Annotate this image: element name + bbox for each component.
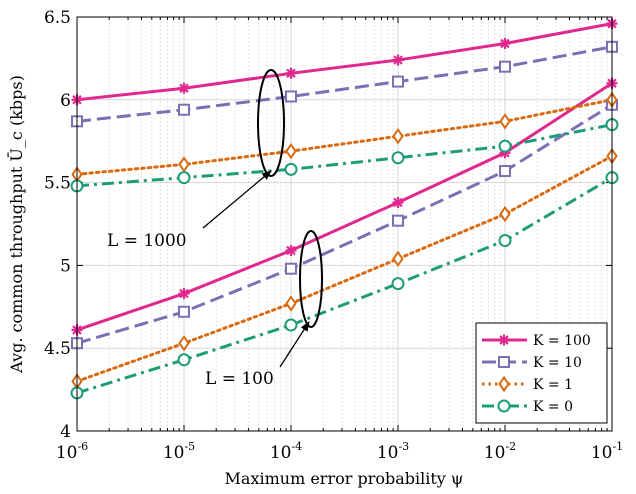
marker-stroke: [393, 197, 403, 208]
point-k1-L100: [392, 250, 404, 268]
arrow-L100: [279, 321, 310, 368]
legend: K = 100 K = 10 K = 1 K = 0: [475, 322, 608, 424]
legend-label-k100: K = 100: [533, 333, 591, 349]
marker-stroke: [179, 83, 189, 93]
legend-marker-k10: [498, 356, 510, 368]
point-k0-L100: [284, 318, 298, 332]
point-k100-L1000: [499, 37, 511, 49]
marker-stroke: [500, 38, 510, 49]
y-tick-label: 6: [60, 91, 71, 111]
marker-stroke: [393, 55, 403, 65]
series-line-k0-L1000: [76, 123, 613, 188]
x-tick-label: 10-3: [377, 440, 409, 463]
marker-stroke: [286, 245, 296, 256]
point-k10-L100: [285, 262, 297, 275]
point-k10-L100: [499, 165, 511, 178]
point-k100-L100: [285, 244, 297, 256]
annotations: L = 1000 L = 100: [107, 69, 323, 389]
y-tick-label: 4.5: [44, 339, 71, 359]
y-tick-label: 5: [60, 256, 71, 276]
annotation-L1000: L = 1000: [107, 231, 187, 251]
y-tick-label: 4: [60, 422, 71, 442]
point-k0-L100: [391, 277, 405, 291]
legend-label-k10: K = 10: [533, 355, 582, 371]
series-line-k100-L1000: [76, 22, 613, 102]
arrow-L1000: [202, 170, 272, 229]
ellipse-L100: [299, 230, 323, 328]
point-k0-L1000: [498, 139, 512, 153]
x-axis-label: Maximum error probability ψ: [225, 469, 464, 488]
legend-label-k0: K = 0: [533, 399, 573, 415]
y-axis-ticks: 4 4.5 5 5.5 6 6.5: [44, 8, 71, 442]
marker-stroke: [499, 335, 509, 345]
series-line-k100-L100: [76, 81, 613, 332]
legend-marker-k100: [498, 334, 510, 346]
x-tick-label: 10-4: [270, 440, 302, 463]
legend-marker-k1: [498, 375, 510, 393]
x-tick-label: 10-5: [163, 440, 195, 463]
x-tick-label: 10-6: [56, 440, 88, 463]
point-k0-L1000: [177, 171, 191, 185]
x-tick-label: 10-2: [484, 440, 516, 463]
point-k1-L100: [499, 205, 511, 223]
x-tick-label: 10-1: [591, 440, 623, 463]
point-k100-L1000: [392, 54, 404, 66]
series-line-k10-L1000: [76, 45, 613, 123]
point-k100-L1000: [178, 82, 190, 94]
y-axis-label: Avg. common throughput Ū_c (kbps): [6, 75, 26, 374]
series-line-k1-L1000: [75, 98, 614, 176]
point-k1-L100: [178, 334, 190, 352]
point-k10-L1000: [285, 90, 297, 103]
point-k100-L100: [178, 288, 190, 300]
point-k100-L100: [392, 196, 404, 208]
point-k0-L1000: [391, 151, 405, 165]
marker-stroke: [179, 288, 189, 299]
point-k10-L1000: [178, 103, 190, 116]
point-k10-L100: [392, 214, 404, 227]
ellipse-L1000: [257, 69, 285, 177]
point-k1-L1000: [392, 127, 404, 145]
point-k0-L100: [177, 353, 191, 367]
y-tick-label: 5.5: [44, 174, 71, 194]
marker-stroke: [286, 68, 296, 79]
point-k1-L1000: [285, 142, 297, 160]
point-k10-L1000: [499, 60, 511, 73]
series-line-k1-L100: [75, 154, 614, 383]
series-markers: [70, 18, 619, 400]
point-k0-L100: [498, 234, 512, 248]
legend-marker-k0: [497, 399, 511, 413]
point-k1-L1000: [499, 113, 511, 130]
point-k100-L1000: [285, 67, 297, 79]
annotation-L100: L = 100: [205, 369, 274, 389]
legend-label-k1: K = 1: [533, 377, 573, 393]
point-k10-L1000: [392, 75, 404, 88]
series-line-k10-L100: [76, 103, 613, 345]
series-lines: [75, 22, 614, 395]
x-axis-ticks: 10-6 10-5 10-4 10-3 10-2 10-1: [56, 440, 623, 463]
point-k1-L100: [285, 295, 297, 312]
point-k0-L1000: [284, 162, 298, 176]
y-tick-label: 6.5: [44, 8, 71, 28]
series-line-k0-L100: [76, 176, 613, 395]
point-k10-L100: [178, 305, 190, 318]
point-k1-L1000: [178, 156, 190, 173]
plot-frame: [76, 16, 613, 432]
